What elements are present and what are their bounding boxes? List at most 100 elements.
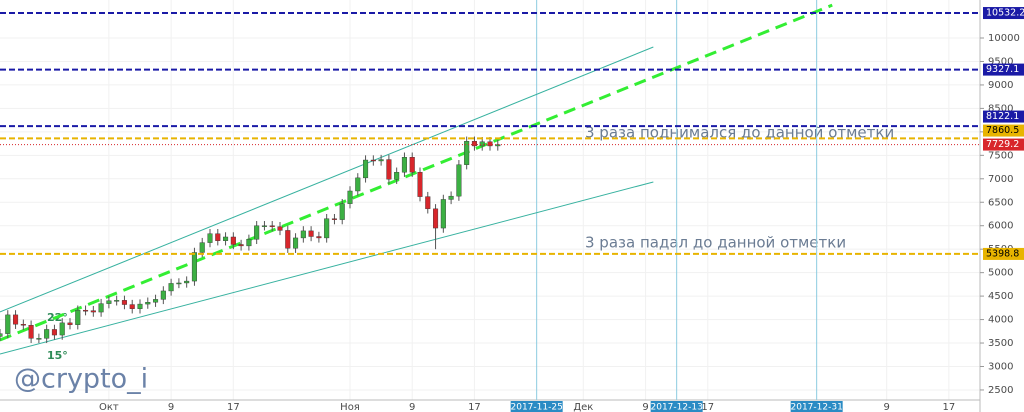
- candle-body: [440, 199, 446, 229]
- candle-body: [145, 302, 151, 305]
- candle-body: [67, 322, 73, 325]
- candle-body: [401, 157, 407, 173]
- price-label-box: [983, 124, 1024, 137]
- y-tick-label: 8500: [988, 103, 1013, 114]
- y-tick-label: 9000: [988, 80, 1013, 91]
- candle-body: [137, 303, 143, 309]
- price-label: 9327.1: [986, 64, 1019, 75]
- price-label: 8122.1: [986, 111, 1019, 122]
- candle-body: [114, 300, 120, 302]
- price-label: 5398.8: [986, 248, 1019, 259]
- candle-body: [129, 304, 135, 309]
- candle-body: [176, 282, 182, 285]
- candle-body: [168, 283, 174, 292]
- candle-body: [277, 226, 283, 231]
- candle-body: [409, 157, 415, 173]
- candle-body: [269, 225, 275, 227]
- candle-body: [285, 230, 291, 249]
- y-tick-label: 4000: [988, 315, 1013, 326]
- candle-body: [363, 159, 369, 179]
- date-label: 2017-12-31: [791, 403, 843, 412]
- x-tick-label: Ноя: [340, 402, 360, 412]
- candle-body: [121, 300, 127, 305]
- candle-body: [0, 333, 3, 337]
- candle-body: [355, 177, 361, 192]
- candle-body: [425, 196, 431, 210]
- candle-body: [347, 190, 353, 204]
- date-label-box: [650, 401, 703, 412]
- candle-body: [184, 280, 190, 284]
- y-tick-label: 7500: [988, 150, 1013, 161]
- angle-label: 15°: [47, 349, 68, 362]
- trend-line: [0, 3, 833, 342]
- candle-body: [331, 218, 337, 220]
- candle-body: [13, 314, 19, 325]
- candle-body: [199, 242, 205, 253]
- candle-body: [246, 239, 252, 247]
- candle-body: [90, 310, 96, 313]
- price-label-box: [983, 138, 1024, 151]
- y-tick-label: 4500: [988, 291, 1013, 302]
- x-tick-label: 17: [468, 402, 481, 412]
- candle-body: [386, 159, 392, 180]
- candle-body: [339, 203, 345, 220]
- y-tick-label: 10000: [988, 33, 1020, 44]
- y-tick-label: 3000: [988, 361, 1013, 372]
- candle-body: [300, 230, 306, 239]
- x-tick-label: 9: [883, 402, 889, 412]
- x-tick-label: 9: [642, 402, 648, 412]
- y-tick-label: 6500: [988, 197, 1013, 208]
- y-tick-label: 9500: [988, 56, 1013, 67]
- candle-body: [495, 144, 501, 147]
- x-tick-label: 9: [168, 402, 174, 412]
- price-label: 7729.2: [986, 139, 1019, 150]
- candle-body: [308, 230, 314, 237]
- price-label-box: [983, 247, 1024, 260]
- price-label: 10532.2: [986, 8, 1024, 19]
- trend-line: [0, 181, 654, 355]
- candle-body: [153, 299, 159, 303]
- candle-body: [316, 236, 322, 239]
- candle-body: [456, 164, 462, 197]
- candle-body: [44, 329, 50, 339]
- y-tick-label: 3500: [988, 338, 1013, 349]
- candle-body: [433, 208, 439, 229]
- y-tick-label: 5000: [988, 268, 1013, 279]
- y-tick-label: 2500: [988, 385, 1013, 396]
- candle-body: [191, 252, 197, 282]
- annotation: 3 раза падал до данной отметки: [585, 234, 846, 252]
- candle-body: [487, 141, 493, 147]
- candle-body: [479, 141, 485, 147]
- price-label-box: [983, 63, 1024, 76]
- candle-body: [215, 233, 221, 241]
- candle-body: [254, 225, 260, 240]
- candle-body: [394, 172, 400, 180]
- y-tick-label: 6000: [988, 221, 1013, 232]
- candle-body: [207, 233, 213, 243]
- candle-body: [230, 236, 236, 245]
- watermark: @crypto_i: [14, 364, 148, 395]
- candle-body: [106, 300, 112, 304]
- price-label-box: [983, 110, 1024, 123]
- trend-line: [0, 46, 654, 313]
- x-tick-label: Дек: [573, 402, 593, 412]
- y-tick-label: 7000: [988, 174, 1013, 185]
- candle-body: [378, 159, 384, 162]
- candle-body: [471, 141, 477, 147]
- date-label: 2017-12-13: [651, 403, 703, 412]
- candle-body: [98, 303, 104, 313]
- x-tick-label: 17: [943, 402, 956, 412]
- candle-body: [36, 338, 42, 340]
- candle-body: [83, 309, 89, 312]
- candle-body: [160, 290, 166, 300]
- candle-body: [238, 244, 244, 247]
- x-tick-label: 9: [409, 402, 415, 412]
- candle-body: [28, 324, 34, 339]
- candle-body: [370, 159, 376, 162]
- x-tick-label: 17: [227, 402, 240, 412]
- candle-body: [261, 225, 267, 227]
- candle-body: [5, 314, 11, 334]
- price-label: 7860.5: [986, 125, 1019, 136]
- candle-body: [223, 236, 229, 241]
- candle-body: [75, 309, 81, 325]
